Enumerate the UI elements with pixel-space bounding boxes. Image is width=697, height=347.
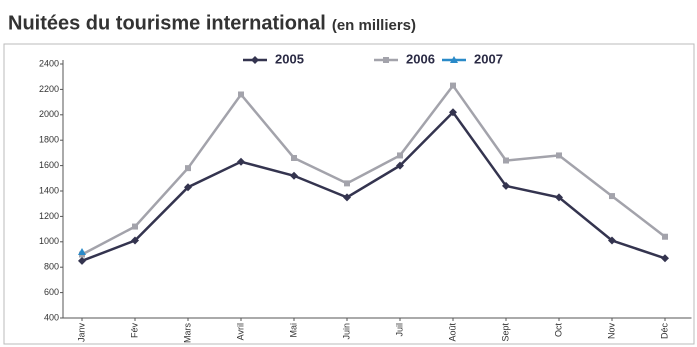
x-tick-label: Mars <box>182 323 192 343</box>
y-tick-label: 1000 <box>39 236 59 246</box>
point <box>608 236 616 245</box>
point <box>78 247 86 255</box>
legend-marker <box>383 57 389 63</box>
series-line <box>81 83 666 256</box>
x-tick-label: Janv <box>76 323 86 343</box>
point <box>449 108 457 117</box>
y-tick-label: 2000 <box>39 109 59 119</box>
point <box>184 183 192 192</box>
point <box>78 256 86 265</box>
legend-label: 2007 <box>474 51 503 66</box>
point <box>132 223 138 230</box>
point <box>237 157 245 166</box>
point <box>502 181 510 190</box>
point <box>291 154 297 161</box>
x-tick-label: Déc <box>659 323 669 340</box>
y-tick-label: 1600 <box>39 160 59 170</box>
point <box>661 254 669 263</box>
point <box>185 165 191 172</box>
point <box>450 82 456 89</box>
y-tick-label: 400 <box>44 312 59 322</box>
y-tick-label: 1200 <box>39 211 59 221</box>
x-tick-label: Oct <box>553 323 563 338</box>
legend-marker <box>450 56 458 63</box>
x-tick-label: Sept <box>500 323 510 342</box>
point <box>662 233 668 240</box>
x-tick-label: Avril <box>235 323 245 340</box>
y-tick-label: 1800 <box>39 135 59 145</box>
point <box>131 236 139 245</box>
x-tick-label: Juin <box>341 323 351 340</box>
x-tick-label: Fév <box>129 323 139 339</box>
y-tick-label: 1400 <box>39 185 59 195</box>
y-tick-label: 2200 <box>39 84 59 94</box>
y-tick-label: 600 <box>44 287 59 297</box>
point <box>238 91 244 98</box>
point <box>609 193 615 200</box>
chart-title: Nuitées du tourisme international <box>8 12 326 34</box>
y-tick-label: 800 <box>44 262 59 272</box>
series-line <box>81 110 666 263</box>
unit-label: (en milliers) <box>332 17 416 34</box>
point <box>555 193 563 202</box>
point <box>397 152 403 159</box>
point <box>290 171 298 180</box>
point <box>344 180 350 187</box>
point <box>503 157 509 164</box>
legend-marker <box>251 56 259 64</box>
x-tick-label: Nov <box>606 323 616 340</box>
x-tick-label: Juil <box>394 323 404 337</box>
y-tick-label: 2400 <box>39 58 59 68</box>
x-tick-label: Mai <box>288 323 298 338</box>
point <box>343 193 351 202</box>
point <box>396 161 404 170</box>
frame <box>3 43 695 345</box>
legend-label: 2006 <box>406 51 435 66</box>
point <box>556 152 562 159</box>
legend-label: 2005 <box>275 51 304 66</box>
x-tick-label: Août <box>447 323 457 342</box>
